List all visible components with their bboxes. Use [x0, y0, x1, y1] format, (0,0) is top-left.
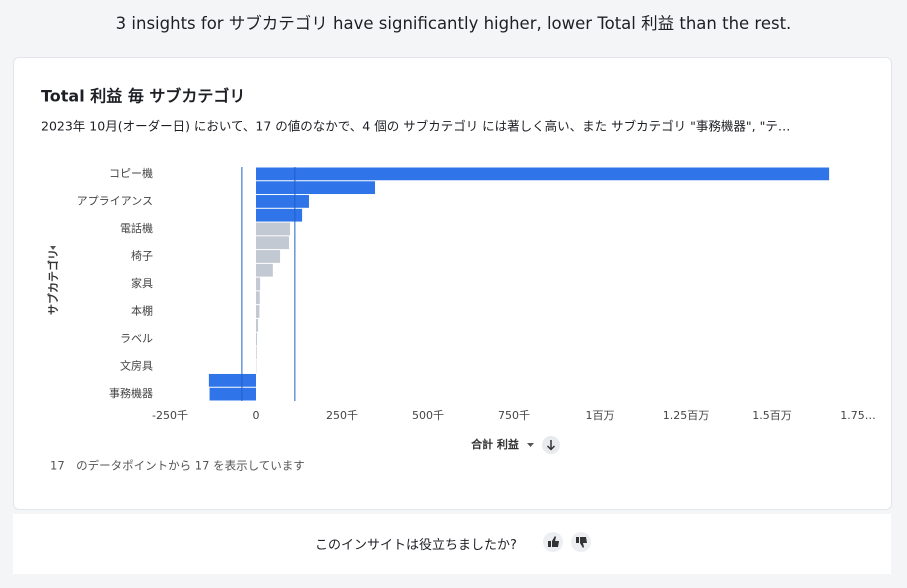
- y-tick-label: 本棚: [131, 304, 153, 318]
- bar: [256, 277, 261, 291]
- y-tick-label: 事務機器: [109, 386, 153, 400]
- x-tick-label: 0: [253, 409, 260, 422]
- bar: [256, 346, 257, 360]
- bar: [256, 222, 291, 236]
- data-point-note: 17 のデータポイントから 17 を表示しています: [50, 459, 305, 473]
- insight-header: 3 insights for サブカテゴリ have significantly…: [115, 14, 792, 33]
- y-axis-label[interactable]: サブカテゴリ: [46, 249, 60, 315]
- y-tick-label: コピー機: [109, 166, 153, 180]
- bar: [256, 332, 258, 346]
- bar: [256, 181, 376, 195]
- x-tick-label: 750千: [498, 409, 530, 422]
- bar: [256, 236, 290, 250]
- sort-icon: [546, 440, 556, 451]
- bar: [256, 208, 303, 222]
- y-tick-label: ラベル: [120, 332, 153, 345]
- y-tick-label: 家具: [131, 276, 153, 290]
- bar: [256, 195, 309, 208]
- y-tick-label: 文房具: [120, 359, 153, 373]
- y-tick-label: アプライアンス: [77, 194, 153, 207]
- y-tick-label: 電話機: [120, 221, 153, 235]
- x-tick-label: 1.75…: [840, 409, 876, 422]
- thumbs-up[interactable]: [543, 532, 563, 552]
- bar: [256, 167, 830, 181]
- chart-title: Total 利益 毎 サブカテゴリ: [41, 87, 245, 106]
- thumbs-down[interactable]: [571, 532, 591, 552]
- bar: [256, 305, 260, 318]
- chart: Total 利益 毎 サブカテゴリ 2023年 10月(オーダー日) において、…: [41, 87, 876, 473]
- feedback-bar: このインサイトは役立ちましたか?: [13, 514, 891, 574]
- chart-subtitle: 2023年 10月(オーダー日) において、17 の値のなかで、4 個の サブカ…: [41, 119, 790, 134]
- y-tick-label: 椅子: [131, 248, 153, 262]
- x-tick-label: 1.25百万: [663, 409, 710, 422]
- dropdown-icon[interactable]: [527, 443, 534, 447]
- x-tick-label: 250千: [326, 409, 358, 422]
- bar: [256, 318, 259, 332]
- x-tick-label: -250千: [152, 409, 188, 422]
- bar: [256, 291, 260, 305]
- bar: [208, 373, 256, 387]
- bar: [209, 387, 256, 401]
- bar: [256, 263, 273, 277]
- x-axis-label[interactable]: 合計 利益: [471, 437, 519, 451]
- feedback-question: このインサイトは役立ちましたか?: [315, 538, 517, 553]
- insight-card: [13, 57, 892, 510]
- x-tick-label: 500千: [412, 409, 444, 422]
- feedback-buttons: [543, 532, 591, 552]
- x-tick-label: 1百万: [586, 409, 615, 422]
- bar: [256, 250, 281, 263]
- x-tick-label: 1.5百万: [752, 409, 792, 422]
- dropdown-icon[interactable]: [50, 246, 56, 250]
